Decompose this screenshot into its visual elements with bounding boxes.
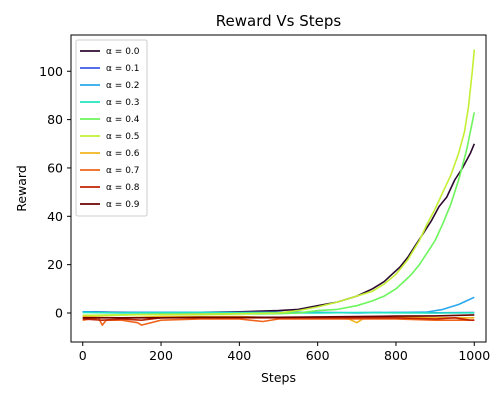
- legend-label-7: α = 0.7: [106, 166, 140, 176]
- legend-label-4: α = 0.4: [106, 115, 140, 125]
- legend-box: [75, 39, 148, 217]
- y-tick-label: 80: [47, 112, 63, 127]
- y-axis-label: Reward: [14, 165, 29, 212]
- chart-title: Reward Vs Steps: [216, 12, 342, 30]
- plot-area: [82, 49, 476, 326]
- y-tick-label: 0: [55, 305, 63, 320]
- series-line-9: [82, 314, 475, 319]
- legend-label-0: α = 0.0: [106, 47, 140, 57]
- x-tick-label: 200: [149, 348, 173, 363]
- x-tick-label: 600: [306, 348, 330, 363]
- x-tick-label: 400: [227, 348, 251, 363]
- legend-label-8: α = 0.8: [106, 183, 140, 193]
- series-line-5: [82, 49, 476, 317]
- axes-frame: [70, 34, 487, 343]
- series-line-7: [82, 316, 475, 326]
- x-axis: 0 200 400 600 800 1000: [79, 342, 490, 363]
- y-tick-label: 60: [47, 160, 63, 175]
- x-tick-label: 1000: [458, 348, 490, 363]
- y-tick-label: 20: [47, 257, 63, 272]
- legend-label-5: α = 0.5: [106, 132, 140, 142]
- legend: α = 0.0 α = 0.1 α = 0.2 α = 0.3 α = 0.4 α = 0…: [75, 39, 148, 217]
- y-tick-label: 40: [47, 209, 63, 224]
- x-tick-label: 800: [384, 348, 408, 363]
- x-axis-label: Steps: [261, 370, 296, 385]
- legend-label-3: α = 0.3: [106, 98, 140, 108]
- x-tick-label: 0: [79, 348, 87, 363]
- y-tick-label: 100: [39, 64, 63, 79]
- legend-label-2: α = 0.2: [106, 81, 140, 91]
- legend-label-6: α = 0.6: [106, 149, 140, 159]
- legend-label-1: α = 0.1: [106, 64, 140, 74]
- y-axis: 0 20 40 60 80 100: [39, 64, 71, 320]
- legend-label-9: α = 0.9: [106, 200, 140, 210]
